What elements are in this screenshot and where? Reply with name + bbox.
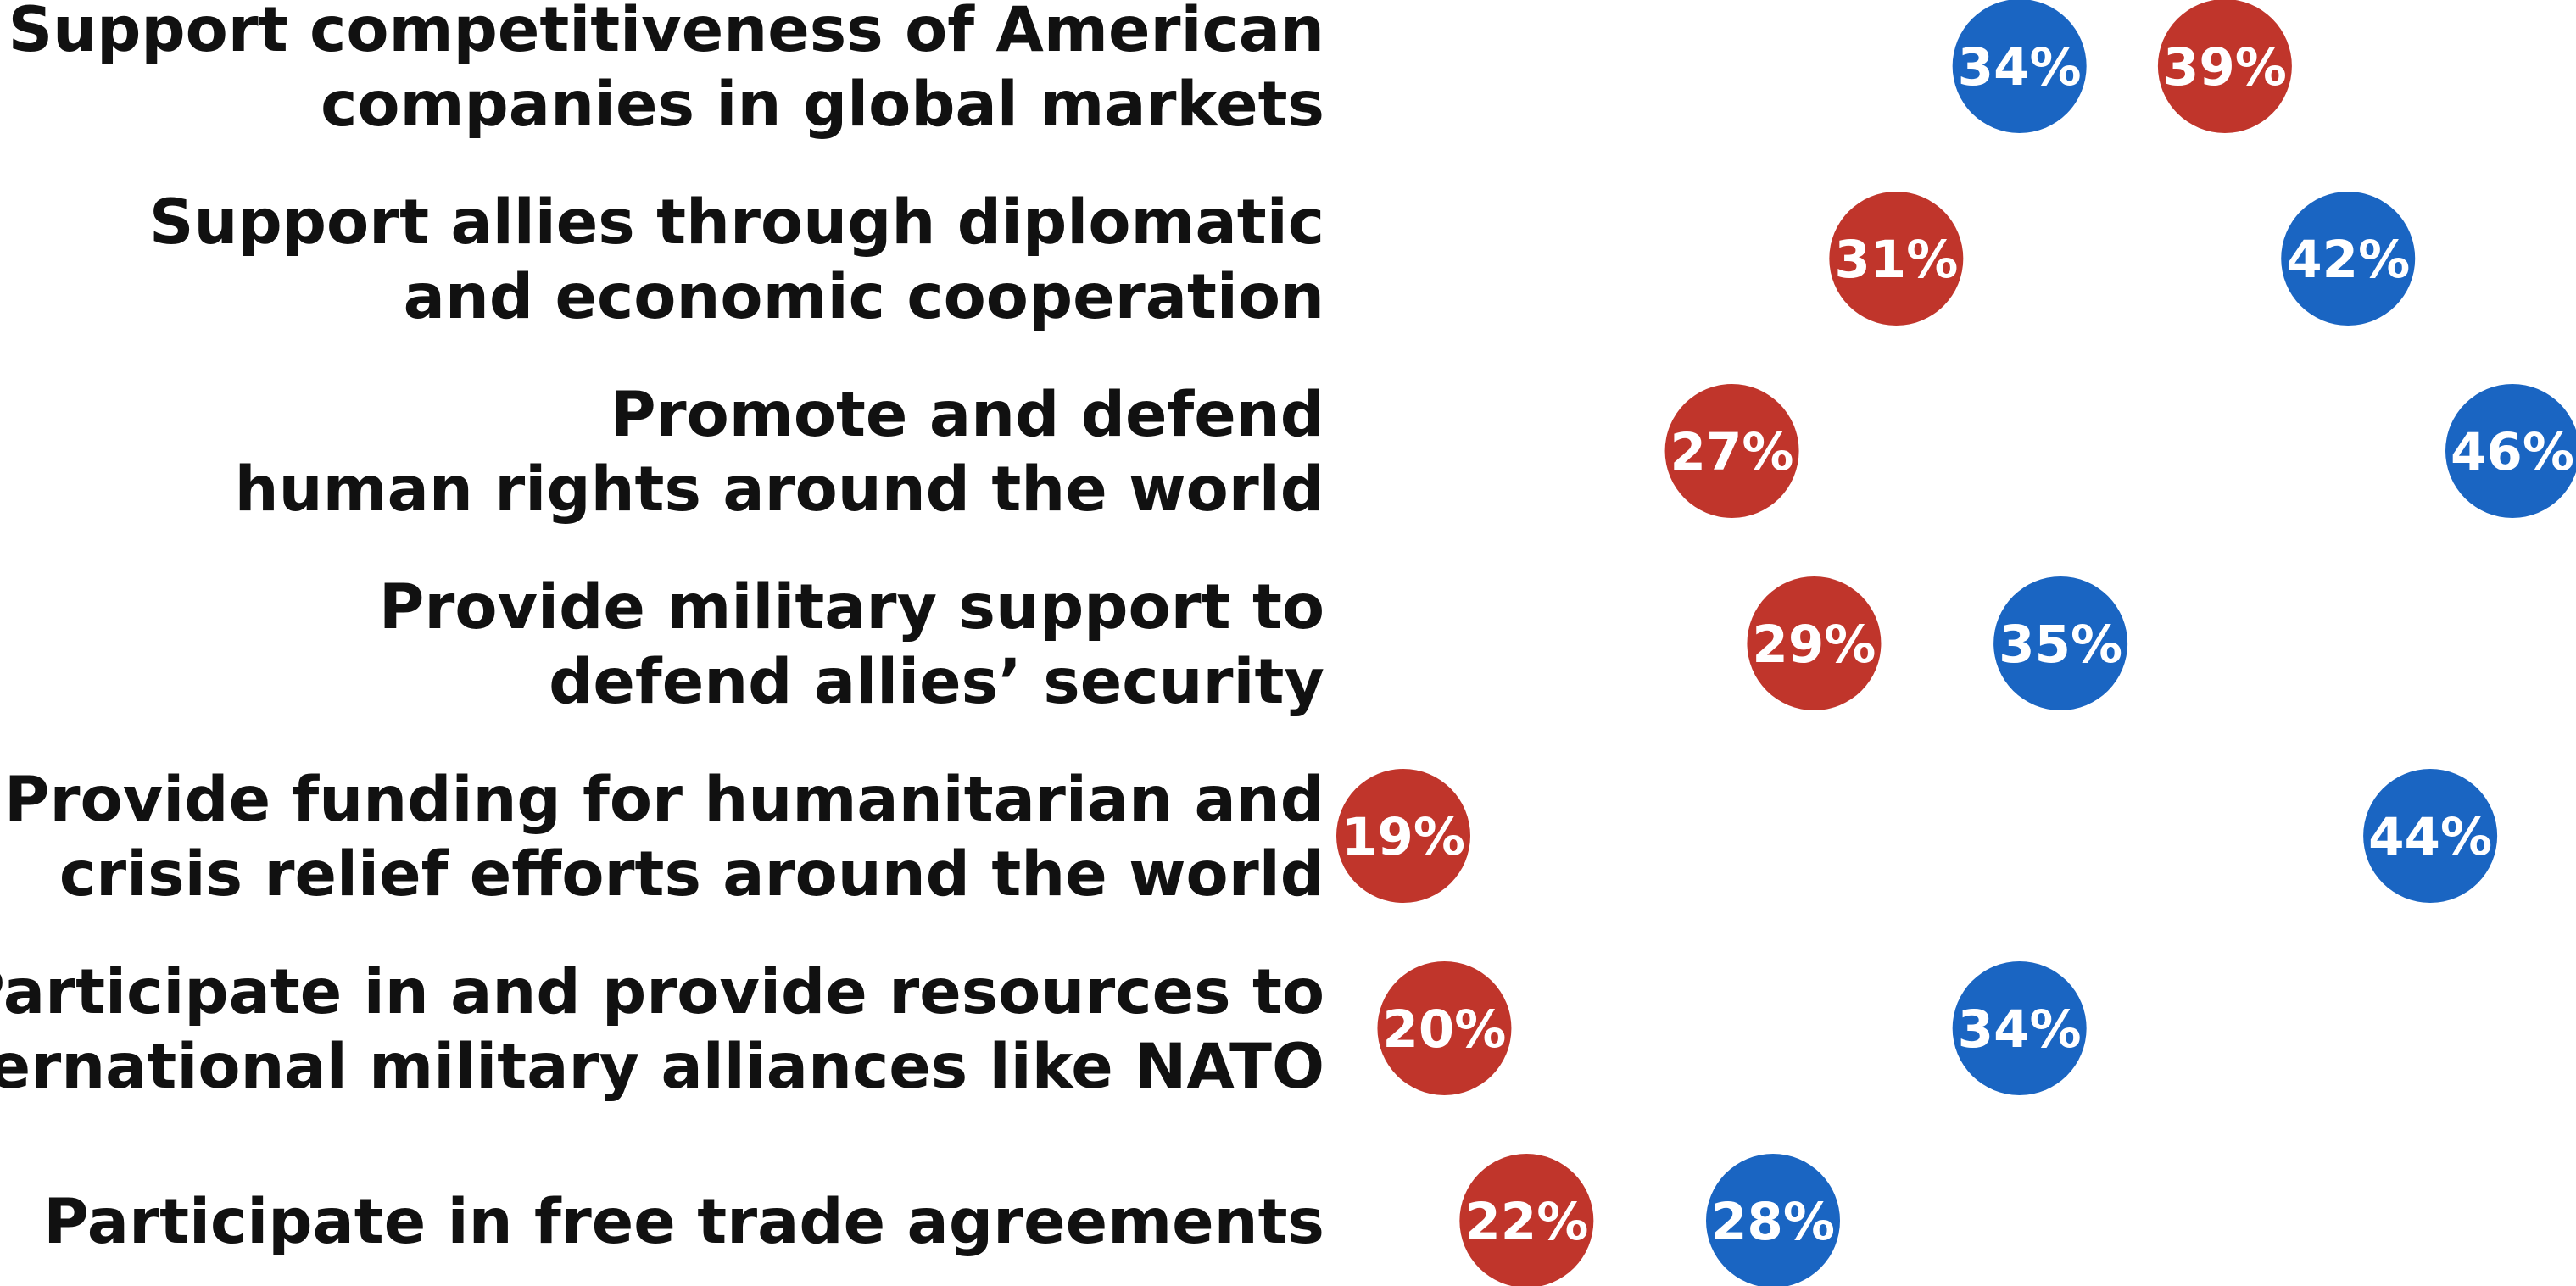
data-dot bbox=[1664, 384, 1799, 518]
blue-series-point: 34% bbox=[1952, 961, 2087, 1095]
data-dot bbox=[1993, 576, 2128, 710]
data-label: 34% bbox=[1958, 37, 2082, 97]
category-label-line: human rights around the world bbox=[235, 454, 1324, 526]
data-label: 44% bbox=[2368, 807, 2492, 867]
category-labels: Support competitiveness of American compa… bbox=[0, 0, 1324, 1258]
data-label: 39% bbox=[2163, 37, 2287, 97]
data-label: 46% bbox=[2451, 422, 2574, 482]
data-dot bbox=[1336, 769, 1470, 903]
blue-series-point: 46% bbox=[2445, 384, 2576, 518]
blue-series-point: 44% bbox=[2363, 769, 2498, 903]
data-label: 35% bbox=[1999, 615, 2122, 675]
red-series-point: 27% bbox=[1664, 384, 1799, 518]
blue-series-point: 42% bbox=[2281, 192, 2416, 326]
red-series-point: 39% bbox=[2157, 0, 2292, 133]
data-label: 20% bbox=[1382, 999, 1506, 1060]
category-label-line: Participate in free trade agreements bbox=[43, 1186, 1324, 1258]
data-dot bbox=[2445, 384, 2576, 518]
blue-series-point: 34% bbox=[1952, 0, 2087, 133]
data-points: 39% 34% 31% 42% 27% 46% 29% 35% 19% 44% 20% 34% 22% 2… bbox=[1336, 0, 2576, 1286]
data-dot bbox=[2157, 0, 2292, 133]
category-label: Promote and defend human rights around th… bbox=[235, 379, 1324, 526]
category-label-line: Support allies through diplomatic bbox=[149, 186, 1324, 259]
blue-series-point: 28% bbox=[1706, 1154, 1840, 1286]
category-label-line: companies in global markets bbox=[321, 69, 1324, 141]
data-dot bbox=[1377, 961, 1512, 1095]
red-series-point: 22% bbox=[1459, 1154, 1594, 1286]
category-label: Participate in free trade agreements bbox=[43, 1186, 1324, 1258]
data-label: 22% bbox=[1464, 1192, 1588, 1252]
category-label-line: Provide funding for humanitarian and bbox=[4, 764, 1324, 836]
category-label-line: Support competitiveness of American bbox=[8, 0, 1324, 66]
data-label: 31% bbox=[1834, 230, 1958, 290]
red-series-point: 19% bbox=[1336, 769, 1470, 903]
data-label: 42% bbox=[2286, 230, 2410, 290]
category-label: Participate in and provide resources to i… bbox=[0, 956, 1324, 1103]
category-label-line: international military alliances like NA… bbox=[0, 1031, 1324, 1103]
red-series-point: 31% bbox=[1829, 192, 1964, 326]
category-label-line: crisis relief efforts around the world bbox=[59, 838, 1324, 910]
data-dot bbox=[1459, 1154, 1594, 1286]
data-label: 29% bbox=[1752, 615, 1876, 675]
category-label: Support competitiveness of American compa… bbox=[8, 0, 1324, 141]
category-label-line: Promote and defend bbox=[611, 379, 1324, 451]
data-dot bbox=[2363, 769, 2498, 903]
category-label-line: and economic cooperation bbox=[404, 261, 1324, 333]
data-dot bbox=[1829, 192, 1964, 326]
data-label: 28% bbox=[1711, 1192, 1835, 1252]
data-dot bbox=[1706, 1154, 1840, 1286]
blue-series-point: 35% bbox=[1993, 576, 2128, 710]
data-label: 34% bbox=[1958, 999, 2082, 1060]
red-series-point: 29% bbox=[1747, 576, 1882, 710]
data-dot bbox=[2281, 192, 2416, 326]
data-dot bbox=[1952, 0, 2087, 133]
red-series-point: 20% bbox=[1377, 961, 1512, 1095]
category-label-line: defend allies’ security bbox=[549, 646, 1324, 718]
data-label: 19% bbox=[1341, 807, 1465, 867]
category-label: Provide military support to defend allies… bbox=[379, 571, 1324, 718]
data-label: 27% bbox=[1670, 422, 1794, 482]
category-label: Provide funding for humanitarian and cris… bbox=[4, 764, 1324, 910]
category-label-line: Participate in and provide resources to bbox=[0, 956, 1324, 1028]
category-label: Support allies through diplomatic and eco… bbox=[149, 186, 1324, 333]
data-dot bbox=[1952, 961, 2087, 1095]
data-dot bbox=[1747, 576, 1882, 710]
category-label-line: Provide military support to bbox=[379, 571, 1324, 643]
